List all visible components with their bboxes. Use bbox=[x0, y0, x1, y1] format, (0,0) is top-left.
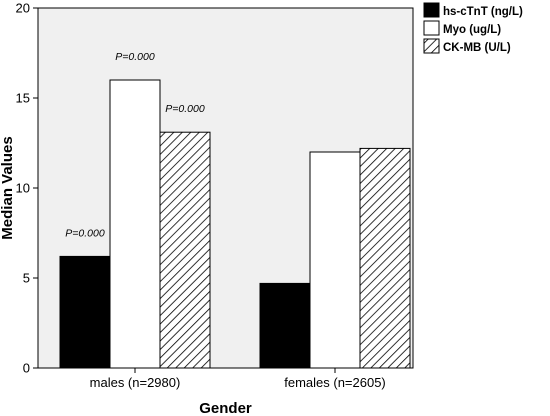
x-axis-title: Gender bbox=[199, 400, 252, 416]
bar-males-series-0 bbox=[59, 255, 111, 369]
legend-label: hs-cTnT (ng/L) bbox=[443, 6, 523, 18]
y-tick-label: 10 bbox=[16, 181, 30, 196]
legend-label: CK-MB (U/L) bbox=[443, 42, 511, 54]
y-tick-label: 0 bbox=[23, 361, 30, 376]
p-value-annotation: P=0.000 bbox=[165, 103, 205, 115]
y-tick-label: 20 bbox=[16, 1, 30, 16]
bar-males-series-2 bbox=[159, 131, 211, 369]
bar-females-series-1 bbox=[309, 151, 361, 369]
x-tick-label: males (n=2980) bbox=[90, 375, 181, 390]
bar-females-series-0 bbox=[259, 282, 311, 369]
x-tick-label: females (n=2605) bbox=[284, 375, 386, 390]
bar-females-series-2 bbox=[359, 147, 411, 369]
p-value-annotation: P=0.000 bbox=[65, 227, 105, 239]
bars: P=0.000 P=0.000 P=0.000 bbox=[59, 51, 411, 369]
bar-males-series-1 bbox=[109, 79, 161, 369]
legend-swatch bbox=[423, 2, 440, 18]
legend-label: Myo (ug/L) bbox=[443, 24, 501, 36]
axes: males (n=2980) females (n=2605) 0 5 10 15 20 bbox=[16, 1, 386, 391]
y-axis-title: Median Values bbox=[0, 136, 16, 239]
y-tick-label: 5 bbox=[23, 271, 30, 286]
p-value-annotation: P=0.000 bbox=[115, 51, 155, 63]
legend-swatch bbox=[423, 20, 440, 36]
legend-swatch bbox=[423, 38, 440, 54]
y-tick-label: 15 bbox=[16, 91, 30, 106]
legend: hs-cTnT (ng/L) Myo (ug/L) CK-MB (U/L) bbox=[423, 2, 523, 54]
